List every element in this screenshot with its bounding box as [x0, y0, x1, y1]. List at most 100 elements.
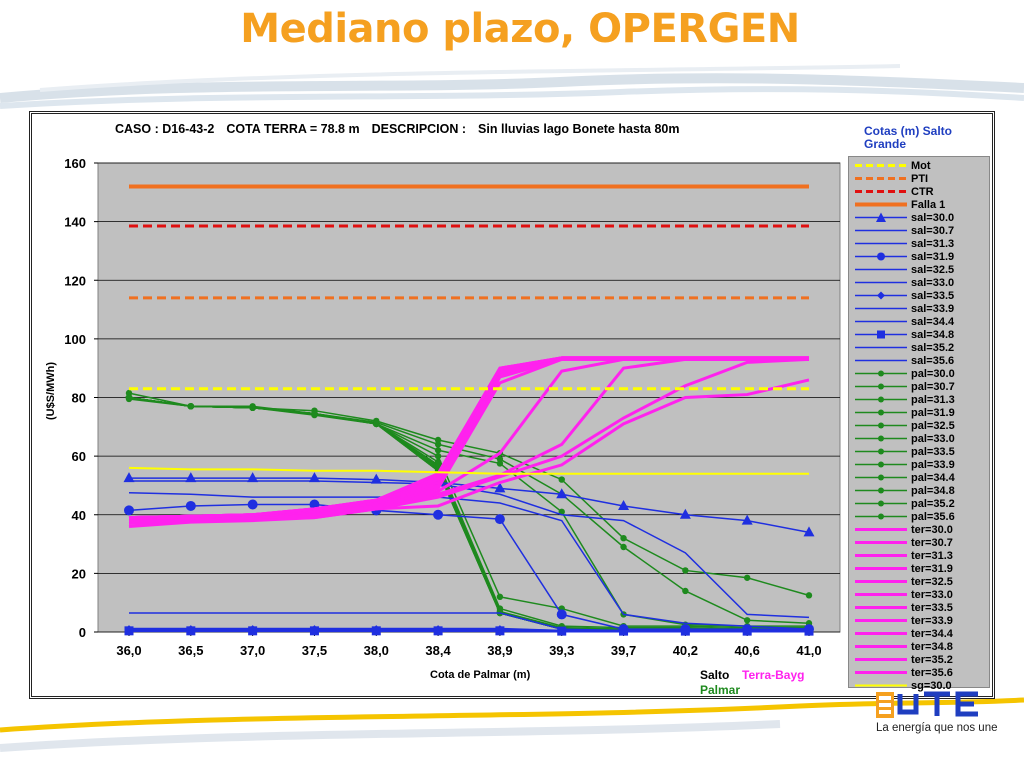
- y-tick-label: 40: [72, 508, 86, 523]
- legend-item: pal=30.7: [849, 380, 989, 393]
- legend-label: pal=30.0: [911, 367, 955, 380]
- legend-label: ter=35.2: [911, 653, 953, 666]
- legend-item: pal=35.2: [849, 497, 989, 510]
- data-point: [123, 472, 135, 483]
- legend-swatch: [855, 541, 907, 544]
- legend-swatch: [855, 164, 907, 167]
- legend-item: PTI: [849, 172, 989, 185]
- chart-caption: CASO : D16-43-2 COTA TERRA = 78.8 m DESCRI…: [115, 122, 692, 136]
- legend-swatch: [855, 593, 907, 596]
- legend-label: pal=32.5: [911, 419, 955, 432]
- legend-label: pal=31.9: [911, 406, 955, 419]
- data-point: [496, 460, 504, 467]
- data-point: [185, 500, 196, 511]
- legend-item: ter=33.5: [849, 601, 989, 614]
- legend-item: ter=30.0: [849, 523, 989, 536]
- series-line-pal=30.7: [128, 398, 810, 624]
- data-point: [311, 410, 318, 417]
- data-point: [620, 535, 627, 542]
- series-line-sg=30.0: [128, 466, 809, 475]
- data-point: [494, 514, 505, 525]
- legend-swatch: [855, 346, 907, 349]
- legend-item: sal=33.9: [849, 302, 989, 315]
- legend-swatch: [855, 242, 907, 245]
- legend-label: Falla 1: [911, 198, 946, 211]
- y-tick-label: 20: [72, 566, 86, 581]
- legend-label: sal=33.9: [911, 302, 955, 315]
- legend-item: ter=31.3: [849, 549, 989, 562]
- legend-swatch: [855, 435, 907, 442]
- y-tick-label: 0: [79, 625, 86, 640]
- legend-label: ter=33.9: [911, 614, 953, 627]
- legend-swatch: [855, 684, 907, 687]
- data-point: [124, 505, 134, 516]
- legend-item: ter=30.7: [849, 536, 989, 549]
- legend-label: ter=32.5: [911, 575, 953, 588]
- slide-title: Mediano plazo, OPERGEN: [240, 6, 800, 52]
- legend-item: pal=34.8: [849, 484, 989, 497]
- legend-item: ter=31.9: [849, 562, 989, 575]
- legend-swatch: [855, 281, 907, 284]
- legend-label: sal=30.0: [911, 211, 955, 224]
- legend-swatch: [855, 422, 907, 429]
- legend-label: pal=34.4: [911, 471, 955, 484]
- legend-label: sal=34.8: [911, 328, 955, 341]
- header-swoosh: [0, 64, 1024, 109]
- legend-item: ter=35.6: [849, 666, 989, 679]
- legend-item: Falla 1: [849, 198, 989, 211]
- series-line-ter=35.6: [128, 356, 809, 520]
- legend-label: ter=35.6: [911, 666, 953, 679]
- data-point: [618, 499, 630, 510]
- x-tick-label: 39,7: [611, 643, 636, 658]
- tag-salto: Salto: [700, 668, 730, 682]
- chart-legend: Mot PTI CTR Falla 1 sal=30.0 sal=30.7 sal=31.3…: [848, 156, 990, 692]
- data-point: [247, 472, 259, 483]
- data-point: [434, 452, 442, 460]
- legend-item: sg=30.0: [849, 679, 989, 692]
- legend-swatch: [855, 212, 907, 222]
- x-tick-label: 41,0: [796, 643, 821, 658]
- legend-item: pal=34.4: [849, 471, 989, 484]
- legend-item: sal=30.7: [849, 224, 989, 237]
- legend-swatch: [855, 370, 907, 377]
- legend-item: ter=32.5: [849, 575, 989, 588]
- data-point: [434, 436, 442, 444]
- descripcion-value: Sin lluvias lago Bonete hasta 80m: [478, 122, 680, 136]
- legend-item: sal=31.3: [849, 237, 989, 250]
- data-point: [556, 609, 567, 620]
- legend-item: sal=34.8: [849, 328, 989, 341]
- legend-swatch: [855, 528, 907, 531]
- x-tick-label: 36,5: [178, 643, 203, 658]
- x-tick-label: 39,3: [549, 643, 574, 658]
- legend-label: pal=35.6: [911, 510, 955, 523]
- legend-swatch: [855, 632, 907, 635]
- data-point: [805, 592, 813, 599]
- legend-label: sal=33.5: [911, 289, 955, 302]
- legend-title: Cotas (m) Salto Grande: [864, 124, 953, 151]
- legend-label: sal=31.9: [911, 250, 955, 263]
- legend-item: Mot: [849, 159, 989, 172]
- x-tick-label: 37,0: [240, 643, 265, 658]
- legend-label: sg=30.0: [911, 679, 952, 692]
- legend-swatch: [855, 645, 907, 648]
- legend-label: pal=33.9: [911, 458, 955, 471]
- x-tick-label: 40,6: [735, 643, 760, 658]
- slogan: La energía que nos une: [876, 722, 998, 734]
- legend-swatch: [855, 252, 907, 261]
- legend-label: sal=30.7: [911, 224, 955, 237]
- series-line-sal=31.9: [128, 503, 809, 630]
- legend-swatch: [855, 554, 907, 557]
- legend-swatch: [855, 606, 907, 609]
- data-point: [743, 617, 751, 624]
- legend-swatch: [855, 190, 907, 193]
- legend-label: ter=34.4: [911, 627, 953, 640]
- x-tick-label: 38,4: [425, 643, 451, 658]
- y-tick-label: 160: [64, 156, 86, 171]
- legend-item: pal=32.5: [849, 419, 989, 432]
- legend-item: ter=33.9: [849, 614, 989, 627]
- x-axis-label: Cota de Palmar (m): [430, 669, 531, 681]
- series-line-sal=31.3: [128, 492, 810, 630]
- data-point: [308, 472, 320, 483]
- legend-label: sal=35.2: [911, 341, 955, 354]
